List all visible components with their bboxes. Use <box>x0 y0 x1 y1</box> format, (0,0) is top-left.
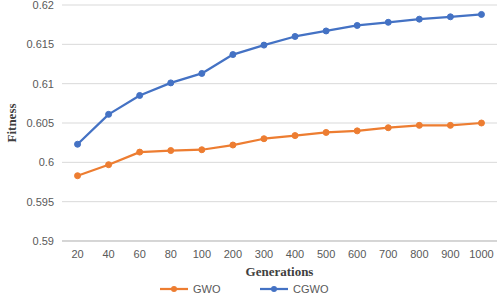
x-tick-label: 200 <box>224 248 242 260</box>
y-tick-label: 0.61 <box>33 78 54 90</box>
series-marker <box>199 147 205 153</box>
legend: GWO CGWO <box>160 283 329 295</box>
series-marker <box>416 122 422 128</box>
y-tick-label: 0.59 <box>33 235 54 247</box>
y-tick-label: 0.6 <box>39 156 54 168</box>
x-tick-label: 500 <box>317 248 335 260</box>
chart-root: 0.59 0.595 0.6 0.605 0.61 0.615 0.62 20 40 60 80 10… <box>0 0 500 295</box>
series-marker <box>447 14 453 20</box>
x-tick-label: 300 <box>255 248 273 260</box>
chart: 0.59 0.595 0.6 0.605 0.61 0.615 0.62 20 40 60 80 10… <box>0 0 500 295</box>
series-marker <box>230 52 236 58</box>
grid-line <box>62 241 497 242</box>
series-marker <box>106 111 112 117</box>
series-marker <box>199 70 205 76</box>
series-marker <box>106 162 112 168</box>
series-marker <box>478 11 484 17</box>
series-marker <box>292 33 298 39</box>
series-marker <box>416 16 422 22</box>
grid-line <box>62 162 497 163</box>
series-marker <box>354 22 360 28</box>
series-marker <box>75 141 81 147</box>
x-tick-label: 1000 <box>469 248 493 260</box>
x-tick-label: 40 <box>102 248 114 260</box>
series-line <box>78 123 482 176</box>
legend-label: GWO <box>193 283 221 295</box>
series-marker <box>447 122 453 128</box>
x-tick-label: 80 <box>165 248 177 260</box>
series-marker <box>137 92 143 98</box>
x-tick-label: 900 <box>441 248 459 260</box>
series-marker <box>168 80 174 86</box>
grid-line <box>62 5 497 6</box>
series-marker <box>261 42 267 48</box>
plot-area <box>75 11 485 178</box>
x-tick-label: 700 <box>379 248 397 260</box>
series-marker <box>323 129 329 135</box>
series-marker <box>168 148 174 154</box>
grid-line <box>62 123 497 124</box>
x-axis-title: Generations <box>246 264 314 279</box>
series-marker <box>292 133 298 139</box>
series-marker <box>137 149 143 155</box>
y-axis-title: Fitness <box>4 104 19 143</box>
series-marker <box>75 173 81 179</box>
x-tick-label: 800 <box>410 248 428 260</box>
series-marker <box>385 125 391 131</box>
grid-line <box>62 83 497 84</box>
legend-marker <box>271 286 277 292</box>
y-tick-label: 0.62 <box>33 0 54 11</box>
x-tick-label: 600 <box>348 248 366 260</box>
series-marker <box>478 120 484 126</box>
x-axis-line <box>62 241 497 242</box>
series-marker <box>323 28 329 34</box>
y-tick-label: 0.605 <box>26 117 54 129</box>
series-marker <box>354 128 360 134</box>
series-marker <box>261 136 267 142</box>
grid-line <box>62 44 497 45</box>
y-tick-label: 0.615 <box>26 38 54 50</box>
legend-marker <box>171 286 177 292</box>
x-tick-label: 400 <box>286 248 304 260</box>
series-marker <box>385 19 391 25</box>
series-marker <box>230 142 236 148</box>
legend-label: CGWO <box>293 283 329 295</box>
x-tick-label: 60 <box>134 248 146 260</box>
x-tick-label: 100 <box>193 248 211 260</box>
grid-line <box>62 201 497 202</box>
series-line <box>78 14 482 144</box>
x-tick-label: 20 <box>71 248 83 260</box>
y-tick-label: 0.595 <box>26 196 54 208</box>
